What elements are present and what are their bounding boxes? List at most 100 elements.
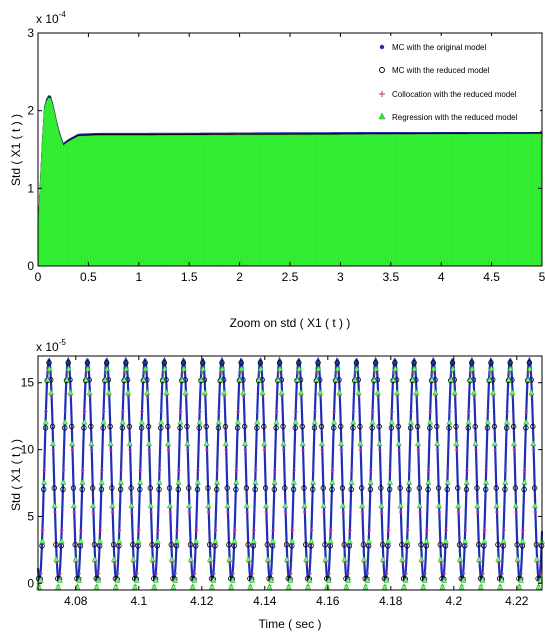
bottom-series-2-marker [463,528,468,533]
bottom-series-1-marker [243,485,250,491]
bottom-series-3-marker [144,389,151,395]
bottom-series-3-marker [93,583,100,590]
bottom-series-2-marker [428,409,433,414]
legend-marker-2 [379,91,385,97]
bottom-series-3-marker [336,389,343,395]
bottom-series-1-marker [215,425,222,431]
bottom-series-1-marker [98,486,105,493]
bottom-series-2-marker [411,371,415,375]
chart-bottom: Zoom on std ( X1 ( t ) ) 4.08 4.1 4.12 4.14… [9,316,545,631]
bottom-series-2-marker [313,409,317,414]
bottom-series-3-marker [261,440,268,447]
bottom-series-2-marker [507,371,511,375]
bottom-series-3-marker [109,502,116,509]
bottom-series-1-marker [41,486,47,493]
legend-entry-2: Collocation with the reduced model [379,90,517,99]
bottom-series-3-marker [476,556,483,562]
bottom-series-1-marker [491,423,498,430]
bottom-series-2-marker [360,510,365,514]
bottom-series-3-marker [371,376,378,383]
bottom-series-3-marker [428,376,435,383]
top-y-tick-label-1: 1 [27,181,34,195]
bottom-series-1-marker [177,425,183,431]
bottom-series-2-marker [60,528,64,533]
bottom-series-3-marker [409,376,416,383]
bottom-series-2-marker [495,510,499,514]
bottom-series-3-marker [135,538,142,544]
bottom-series-3-marker [306,577,313,583]
bottom-series-3-marker [317,389,324,395]
bottom-series-3-marker [388,418,395,425]
top-x-tick-label-6: 3 [337,270,344,284]
bottom-series-3-marker [331,418,338,425]
bottom-series-3-marker [168,556,175,562]
bottom-series-1-marker [168,541,174,548]
bottom-series-3-marker [201,389,208,395]
bottom-series-3-marker [200,365,207,372]
bottom-series-2-marker [159,409,164,414]
bottom-series-3-marker [510,440,518,447]
bottom-series-3-marker [374,389,381,395]
top-y-axis-label: Std ( X1 ( t ) ) [9,114,23,186]
bottom-series-3-marker [205,502,212,509]
bottom-series-3-marker [372,365,380,372]
bottom-series-3-marker [172,577,179,583]
bottom-series-3-marker [392,365,399,372]
bottom-series-3-marker [116,538,123,544]
bottom-series-3-marker [523,418,530,425]
bottom-series-3-marker [507,365,514,372]
bottom-series-2-marker [301,448,305,452]
bottom-series-1-marker [446,425,452,431]
bottom-x-tick-label-5: 4.18 [379,594,403,608]
bottom-series-3-marker [432,389,439,395]
bottom-series-2-marker [465,468,469,472]
bottom-series-3-marker [264,556,271,562]
legend-entry-3: Regression with the reduced model [378,112,518,122]
bottom-series-3-marker [505,376,512,383]
bottom-series-2-marker [330,468,335,472]
bottom-series-1-marker [84,359,91,366]
bottom-y-tick-label-1: 5 [27,509,34,523]
bottom-series-3-marker [385,538,392,544]
bottom-series-1-marker [303,541,309,548]
legend-label-1: MC with the reduced model [392,66,490,75]
bottom-series-2-marker [187,510,192,514]
bottom-series-1-marker [348,486,354,493]
bottom-series-2-marker [341,510,345,514]
bottom-series-2-marker [398,510,403,514]
bottom-series-3-marker [406,479,413,485]
bottom-series-1-marker [533,541,540,548]
bottom-series-3-marker [119,418,126,425]
legend-label-0: MC with the original model [392,43,486,52]
bottom-series-3-marker [334,365,341,372]
bottom-series-3-marker [519,538,526,544]
bottom-series-2-marker [391,371,396,375]
bottom-series-3-marker [453,440,460,447]
bottom-series-2-marker [173,571,178,576]
bottom-x-axis-label: Time ( sec ) [259,617,322,631]
bottom-series-2-marker [302,510,307,514]
bottom-series-1-marker [117,486,124,493]
bottom-series-1-marker [257,359,264,366]
bottom-series-1-marker [119,425,126,431]
bottom-series-3-marker [327,538,334,544]
bottom-series-2-marker [447,409,452,414]
bottom-series-3-marker [479,577,486,583]
bottom-series-2-marker [72,510,76,514]
bottom-series-1-marker [322,541,328,548]
bottom-series-3-marker [481,538,488,544]
bottom-series-2-marker [521,528,525,533]
legend-marker-1 [379,67,385,73]
bottom-series-1-marker [379,541,386,548]
bottom-series-3-marker [208,583,215,590]
bottom-series-3-marker [488,365,495,372]
bottom-series-3-marker [236,376,243,383]
bottom-series-1-marker [395,423,402,430]
bottom-series-1-marker [427,425,433,431]
bottom-series-2-marker [63,409,68,414]
bottom-series-2-marker [119,468,124,472]
bottom-series-3-marker [238,365,245,372]
bottom-series-1-marker [149,541,155,548]
bottom-series-2-marker [288,571,293,576]
bottom-series-2-marker [212,571,216,576]
